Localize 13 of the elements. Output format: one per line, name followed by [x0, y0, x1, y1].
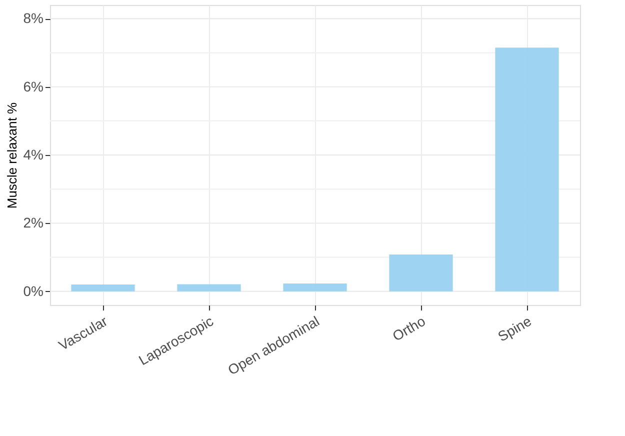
y-tick-label: 8% — [23, 10, 44, 26]
y-tick-label: 4% — [23, 146, 44, 162]
bar — [71, 284, 135, 292]
y-axis-title: Muscle relaxant % — [4, 102, 20, 209]
bar — [177, 284, 241, 292]
y-tick-label: 6% — [23, 78, 44, 94]
x-tick-label: Spine — [494, 312, 534, 345]
y-tick-label: 0% — [23, 282, 44, 299]
x-tick-label: Ortho — [390, 312, 428, 344]
bar — [283, 284, 347, 292]
y-tick-label: 2% — [23, 214, 44, 231]
bar — [389, 254, 453, 292]
bar — [495, 48, 559, 292]
